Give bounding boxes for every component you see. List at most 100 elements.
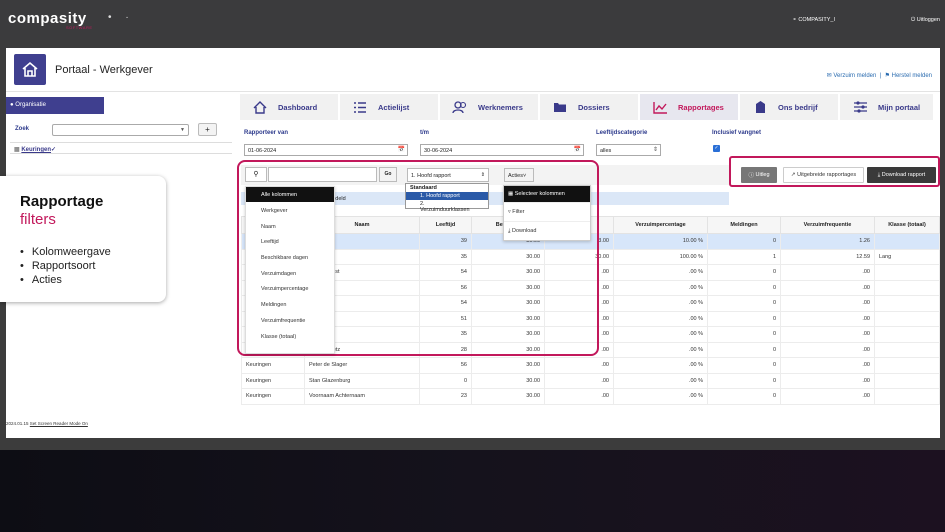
screen-reader-link[interactable]: Set Screen Reader Mode On: [29, 421, 88, 426]
column-header[interactable]: Meldingen: [707, 216, 781, 234]
table-cell: .00: [780, 357, 875, 374]
tab-dashboard[interactable]: Dashboard: [240, 94, 339, 120]
table-cell: 56: [419, 279, 472, 296]
main-tabs: Dashboard Actielijst Werknemers Dossiers…: [240, 94, 940, 120]
column-option[interactable]: Beschikbare dagen: [261, 255, 309, 262]
info-icon: ●: [10, 102, 14, 108]
column-search-toggle[interactable]: ⚲: [245, 167, 267, 182]
table-row[interactable]: Keuringen Voornaam Achternaam 23 30.00.00.0…: [241, 388, 940, 405]
grid-search-input[interactable]: [268, 167, 377, 182]
table-row[interactable]: Keuringen Stan Glazenburg 0 30.00.00.00 % 0.…: [241, 372, 940, 389]
top-bar: compasity SOFTWARE • · ⚬ COMPASITY_I ⏻ U…: [0, 0, 945, 40]
table-cell: .00 %: [613, 341, 708, 358]
table-row[interactable]: Keuringen Peter de Slager 56 30.00.00.00 % 0…: [241, 357, 940, 374]
uitgebreide-rapportages-button[interactable]: ↗ Uitgebreide rapportages: [783, 167, 864, 183]
calendar-icon[interactable]: 📅: [397, 147, 405, 153]
table-row[interactable]: 35 30.00 30.00 100.00 % 1 12.59 Lang: [241, 248, 940, 265]
column-option[interactable]: Naam: [261, 223, 276, 230]
column-option[interactable]: Verzuimdagen: [261, 270, 297, 277]
home-icon: [252, 100, 268, 114]
column-option[interactable]: Leeftijd: [261, 239, 279, 246]
calendar-icon[interactable]: 📅: [573, 147, 581, 153]
info-icon: ⓘ: [748, 173, 756, 179]
logout-button[interactable]: ⏻ Uitloggen: [911, 17, 940, 24]
tab-mijn-portaal[interactable]: Mijn portaal: [840, 94, 934, 120]
age-select[interactable]: alles ⇕: [596, 144, 661, 156]
table-cell: [874, 357, 940, 374]
go-button[interactable]: Go: [379, 167, 397, 182]
from-date-input[interactable]: 01-06-2024 📅: [244, 144, 408, 156]
rapport-option[interactable]: 2. Verzuimduurklassen: [420, 201, 470, 213]
tab-ons-bedrijf[interactable]: Ons bedrijf: [740, 94, 839, 120]
uitleg-button[interactable]: ⓘ Uitleg: [741, 167, 777, 183]
column-panel-header[interactable]: Alle kolommen: [246, 187, 334, 202]
table-cell: 0: [707, 341, 781, 358]
home-button[interactable]: [14, 54, 46, 85]
table-row[interactable]: 39 30.00 3.00 10.00 % 0 1.26: [241, 233, 940, 250]
download-item[interactable]: ⤓ Download: [504, 221, 590, 240]
table-cell: [874, 388, 940, 405]
download-rapport-button[interactable]: ⤓ Download rapport: [867, 167, 936, 183]
add-button[interactable]: +: [198, 123, 217, 136]
table-cell: [874, 264, 940, 281]
logout-label: Uitloggen: [916, 17, 940, 23]
from-label: Rapporteer van: [244, 130, 289, 136]
logo[interactable]: compasity SOFTWARE: [8, 10, 92, 30]
table-cell: Voornaam Achternaam: [304, 388, 420, 405]
tree-item-keuringen[interactable]: ▦ Keuringen✓: [10, 142, 232, 154]
table-row[interactable]: per5430.00.00.00 %0.00: [241, 295, 940, 312]
table-row[interactable]: t Kuiper Test5430.00.00.00 %0.00: [241, 264, 940, 281]
rapport-select[interactable]: 1. Hoofd rapport ⇕: [407, 168, 489, 182]
acties-dropdown: ▦ Selecteer kolommen ▿ Filter ⤓ Download: [503, 185, 591, 241]
page-title: Portaal - Werkgever: [55, 64, 153, 76]
to-date-input[interactable]: 30-06-2024 📅: [420, 144, 584, 156]
column-header[interactable]: Klasse (totaal): [874, 216, 940, 234]
logo-subtext: SOFTWARE: [66, 25, 93, 30]
grouping-text: iddeld: [331, 196, 346, 202]
verzuim-melden-link[interactable]: ✉ Verzuim melden: [826, 73, 877, 79]
column-option[interactable]: Werkgever: [261, 208, 288, 214]
table-row[interactable]: KeuringenKurt de Metz2830.00.00.00 %0.00: [241, 341, 940, 358]
column-option[interactable]: Verzuimpercentage: [261, 286, 309, 293]
herstel-melden-link[interactable]: ⚑ Herstel melden: [884, 73, 932, 79]
header-links: ✉ Verzuim melden | ⚑ Herstel melden: [826, 73, 932, 79]
table-cell: .00 %: [613, 326, 708, 343]
organisatie-tab[interactable]: ● Organisatie: [6, 97, 104, 114]
table-cell: 39: [419, 233, 472, 250]
acties-button[interactable]: Acties˅: [504, 168, 534, 182]
report-table: NaamLeeftijdBeschikblagenVerzuimpercenta…: [241, 216, 940, 405]
filter-icon: ▿: [508, 209, 513, 215]
tab-label: Ons bedrijf: [778, 102, 818, 112]
tab-dossiers[interactable]: Dossiers: [540, 94, 639, 120]
table-row[interactable]: sthof5130.00.00.00 %0.00: [241, 310, 940, 327]
table-cell: .00 %: [613, 264, 708, 281]
portal-header: Portaal - Werkgever ✉ Verzuim melden | ⚑…: [6, 48, 940, 92]
column-header[interactable]: Verzuimfrequentie: [780, 216, 875, 234]
to-label: t/m: [420, 130, 429, 136]
column-option[interactable]: Verzuimfrequentie: [261, 317, 306, 324]
tab-actielijst[interactable]: Actielijst: [340, 94, 439, 120]
column-option[interactable]: Klasse (totaal): [261, 333, 297, 340]
column-header[interactable]: Leeftijd: [419, 216, 472, 234]
rapport-option[interactable]: 1. Hoofd rapport: [406, 192, 488, 200]
column-option[interactable]: Meldingen: [261, 302, 287, 309]
table-cell: 30.00: [471, 326, 545, 343]
filter-item[interactable]: ▿ Filter: [504, 202, 590, 221]
tab-werknemers[interactable]: Werknemers: [440, 94, 539, 120]
vangnet-label: Inclusief vangnet: [712, 130, 762, 136]
column-header[interactable]: Verzuimpercentage: [613, 216, 708, 234]
tab-label: Mijn portaal: [878, 102, 921, 112]
table-cell: 1.26: [780, 233, 875, 250]
table-cell: .00: [544, 279, 614, 296]
zoek-select[interactable]: ▼: [52, 124, 189, 136]
tab-rapportages[interactable]: Rapportages: [640, 94, 739, 120]
power-icon: ⏻: [910, 17, 916, 23]
version-text: 2024.01.15: [6, 421, 29, 426]
user-menu[interactable]: ⚬ COMPASITY_I: [792, 17, 835, 23]
table-cell: .00 %: [613, 279, 708, 296]
chevron-down-icon: ▼: [180, 127, 185, 133]
table-row[interactable]: Jong3530.00.00.00 %0.00: [241, 326, 940, 343]
selecteer-kolommen-item[interactable]: ▦ Selecteer kolommen: [504, 186, 590, 202]
vangnet-checkbox[interactable]: ✓: [713, 145, 720, 152]
